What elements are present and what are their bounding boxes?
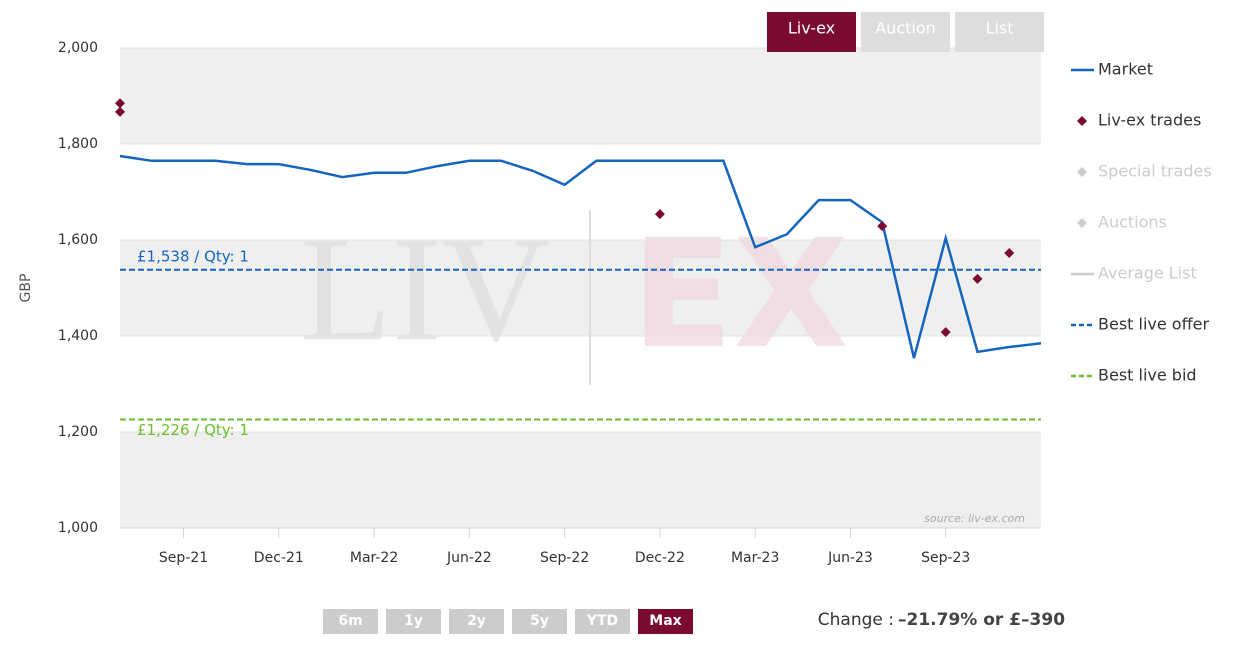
range-button-label[interactable]: 1y [404, 613, 423, 629]
plot-band [120, 336, 1041, 432]
range-button-label[interactable]: YTD [586, 613, 618, 629]
x-tick-label: Mar-23 [731, 550, 779, 566]
x-tick-label: Sep-23 [921, 550, 970, 566]
y-tick-label: 2,000 [58, 40, 98, 56]
legend-label[interactable]: Average List [1098, 264, 1197, 283]
legend-symbol [1077, 116, 1087, 126]
legend-label[interactable]: Liv-ex trades [1098, 111, 1201, 130]
source-tab[interactable] [767, 12, 856, 52]
watermark: EX [631, 208, 849, 382]
y-tick-label: 1,000 [58, 520, 98, 536]
source-tab-label[interactable]: List [986, 19, 1014, 38]
range-button-label[interactable]: 6m [338, 613, 362, 629]
reference-label: £1,226 / Qty: 1 [137, 421, 249, 439]
y-axis-label: GBP [18, 274, 34, 303]
range-button-label[interactable]: 5y [530, 613, 549, 629]
plot-band [120, 144, 1041, 240]
scatter-point [115, 106, 125, 117]
plot-band [120, 432, 1041, 528]
range-button[interactable] [638, 609, 693, 634]
line-series [119, 154, 1042, 359]
y-tick-label: 1,600 [58, 232, 98, 248]
range-button-label[interactable]: Max [649, 613, 681, 629]
scatter-point [1004, 247, 1015, 258]
x-tick-label: Dec-21 [254, 550, 304, 566]
legend-label[interactable]: Auctions [1098, 213, 1167, 232]
reference-label: £1,538 / Qty: 1 [137, 247, 249, 265]
range-button[interactable] [449, 609, 504, 634]
scatter-point [940, 327, 951, 338]
range-button[interactable] [386, 609, 441, 634]
x-tick-label: Jun-22 [446, 550, 492, 566]
y-tick-label: 1,400 [58, 328, 98, 344]
x-tick-label: Sep-22 [540, 550, 589, 566]
plot-band [120, 240, 1041, 336]
x-tick-label: Mar-22 [350, 550, 398, 566]
range-button[interactable] [575, 609, 630, 634]
source-tab-label[interactable]: Auction [875, 19, 936, 38]
legend-symbol [1077, 218, 1087, 228]
range-button[interactable] [512, 609, 567, 634]
range-button-label[interactable]: 2y [467, 613, 486, 629]
legend-symbol [1077, 167, 1087, 177]
y-tick-label: 1,200 [58, 424, 98, 440]
range-button[interactable] [323, 609, 378, 634]
scatter-point [654, 209, 665, 220]
source-tab-label[interactable]: Liv-ex [788, 19, 835, 38]
legend-label[interactable]: Market [1098, 60, 1153, 79]
y-tick-label: 1,800 [58, 136, 98, 152]
change-value: –21.79% or £–390 [898, 610, 1065, 630]
scatter-point [877, 221, 888, 232]
x-tick-label: Dec-22 [635, 550, 685, 566]
source-note: source: liv-ex.com [924, 512, 1025, 525]
x-tick-label: Jun-23 [827, 550, 873, 566]
scatter-point [972, 273, 983, 284]
x-tick-label: Sep-21 [159, 550, 208, 566]
legend-label[interactable]: Special trades [1098, 162, 1212, 181]
source-tab[interactable] [861, 12, 950, 52]
change-label: Change : [818, 610, 894, 630]
watermark: LIV [300, 206, 550, 372]
scatter-point [115, 98, 125, 109]
legend-label[interactable]: Best live offer [1098, 315, 1209, 334]
source-tab[interactable] [955, 12, 1044, 52]
legend-label[interactable]: Best live bid [1098, 366, 1197, 385]
plot-band [120, 48, 1041, 144]
